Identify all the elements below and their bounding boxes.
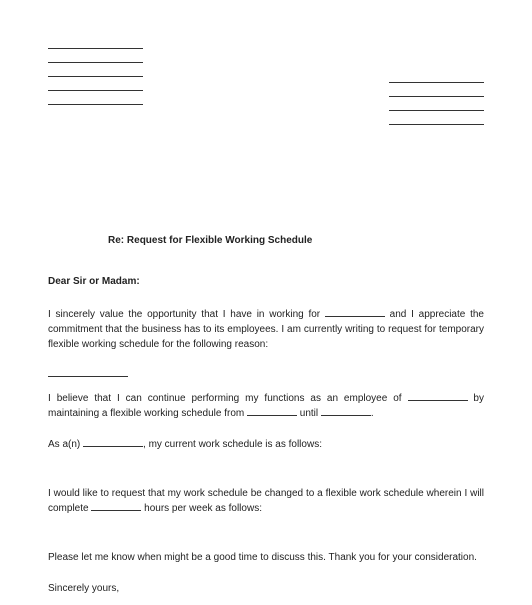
- paragraph-5: Please let me know when might be a good …: [48, 550, 484, 565]
- sender-line: [48, 38, 143, 49]
- recipient-line: [389, 72, 484, 83]
- recipient-line: [389, 86, 484, 97]
- para2-text1: I believe that I can continue performing…: [48, 393, 408, 404]
- subject-line: Re: Request for Flexible Working Schedul…: [108, 233, 484, 248]
- paragraph-4: I would like to request that my work sch…: [48, 486, 484, 516]
- sender-line: [48, 52, 143, 63]
- sender-line: [48, 94, 143, 105]
- salutation: Dear Sir or Madam:: [48, 274, 484, 289]
- hours-blank: [91, 502, 141, 511]
- para2-text4: .: [371, 408, 374, 419]
- recipient-address-block: [389, 72, 484, 128]
- reason-blank: [48, 368, 128, 377]
- current-schedule-space: [48, 468, 484, 486]
- from-date-blank: [247, 407, 297, 416]
- paragraph-3: As a(n) , my current work schedule is as…: [48, 437, 484, 452]
- para3-text2: , my current work schedule is as follows…: [143, 439, 322, 450]
- para2-text3: until: [297, 408, 321, 419]
- paragraph-1: I sincerely value the opportunity that I…: [48, 307, 484, 352]
- until-date-blank: [321, 407, 371, 416]
- subject-text: Request for Flexible Working Schedule: [127, 235, 312, 246]
- recipient-line: [389, 100, 484, 111]
- sender-line: [48, 66, 143, 77]
- sender-line: [48, 80, 143, 91]
- position-blank: [83, 438, 143, 447]
- employer-blank: [408, 392, 468, 401]
- recipient-line: [389, 114, 484, 125]
- company-blank: [325, 308, 385, 317]
- proposed-schedule-space: [48, 532, 484, 550]
- subject-prefix: Re:: [108, 235, 127, 246]
- para3-text1: As a(n): [48, 439, 83, 450]
- closing: Sincerely yours,: [48, 581, 484, 596]
- para4-text2: hours per week as follows:: [141, 503, 262, 514]
- paragraph-2: I believe that I can continue performing…: [48, 391, 484, 421]
- para1-text1: I sincerely value the opportunity that I…: [48, 309, 325, 320]
